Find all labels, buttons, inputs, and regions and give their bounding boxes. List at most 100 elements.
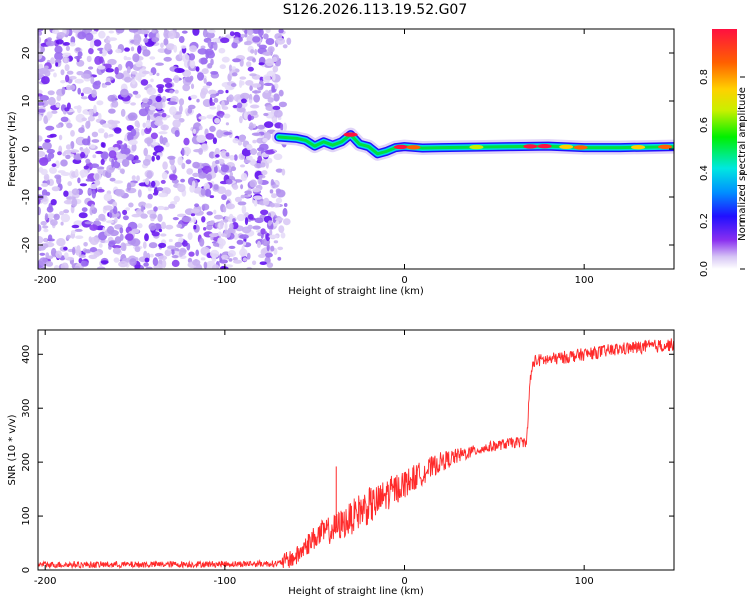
bottom-y-tick-label: 300 — [21, 399, 32, 418]
noise-blob — [111, 212, 120, 218]
noise-blob — [94, 179, 101, 186]
noise-blob — [58, 134, 63, 141]
noise-blob — [97, 188, 105, 193]
noise-blob — [41, 76, 50, 85]
noise-blob — [140, 103, 145, 108]
noise-blob — [55, 62, 59, 67]
noise-blob — [227, 250, 236, 257]
noise-blob — [163, 38, 169, 46]
noise-blob — [81, 207, 88, 213]
noise-blob — [135, 93, 141, 99]
noise-blob — [260, 228, 266, 235]
noise-blob — [175, 233, 184, 237]
noise-blob — [164, 82, 173, 88]
noise-blob — [56, 95, 62, 102]
noise-blob — [280, 123, 284, 132]
noise-blob — [131, 143, 137, 152]
noise-blob — [61, 86, 66, 95]
noise-blob — [174, 89, 179, 94]
noise-blob — [156, 155, 161, 161]
signal-peak — [573, 145, 588, 150]
noise-blob — [182, 53, 190, 63]
noise-blob — [123, 55, 128, 61]
noise-blob — [47, 152, 55, 159]
noise-blob — [70, 141, 75, 149]
noise-blob — [55, 160, 60, 169]
noise-blob — [142, 49, 151, 57]
noise-blob — [155, 116, 163, 125]
colorbar-tick-label: 0.8 — [699, 69, 710, 85]
noise-blob — [214, 117, 221, 124]
noise-blob — [198, 116, 207, 120]
noise-blob — [278, 29, 284, 34]
noise-blob — [74, 78, 84, 84]
noise-blob — [202, 165, 212, 175]
noise-blob — [275, 217, 284, 221]
noise-blob — [146, 170, 153, 179]
noise-blob — [132, 90, 139, 95]
noise-blob — [182, 83, 191, 92]
noise-blob — [225, 216, 230, 220]
noise-blob — [185, 159, 192, 165]
noise-blob — [176, 223, 183, 228]
noise-blob — [107, 94, 116, 102]
colorbar-tick-label: 0.6 — [699, 117, 710, 133]
noise-blob — [45, 40, 56, 47]
noise-blob — [240, 33, 245, 39]
noise-blob — [116, 140, 123, 145]
noise-blob — [213, 209, 217, 215]
noise-blob — [148, 242, 158, 249]
noise-blob — [117, 63, 123, 71]
noise-blob — [64, 252, 69, 259]
noise-blob — [218, 169, 222, 173]
colorbar — [712, 29, 737, 269]
noise-blob — [141, 99, 149, 103]
noise-blob — [57, 170, 66, 174]
signal-peak — [393, 144, 408, 150]
signal-peak — [537, 144, 552, 149]
noise-blob — [85, 178, 92, 182]
noise-blob — [192, 161, 201, 169]
noise-blob — [181, 216, 192, 223]
noise-blob — [121, 169, 125, 175]
signal-peak — [406, 145, 421, 150]
noise-blob — [195, 249, 199, 257]
noise-blob — [222, 206, 227, 213]
noise-blob — [104, 81, 112, 86]
noise-blob — [108, 150, 117, 159]
noise-blob — [249, 179, 257, 188]
signal-trace — [271, 127, 674, 161]
noise-blob — [93, 251, 101, 257]
noise-blob — [221, 154, 232, 159]
colorbar-tick-label: 0.4 — [699, 165, 710, 181]
noise-blob — [93, 104, 97, 114]
noise-blob — [77, 51, 83, 58]
noise-blob — [149, 72, 153, 76]
top-x-tick-label: -100 — [213, 275, 236, 286]
noise-region — [38, 29, 292, 269]
noise-blob — [179, 50, 183, 59]
noise-blob — [151, 37, 160, 43]
noise-blob — [38, 102, 45, 106]
noise-blob — [38, 135, 43, 142]
noise-blob — [196, 98, 200, 103]
noise-blob — [223, 131, 233, 136]
noise-blob — [73, 265, 81, 269]
noise-blob — [269, 228, 273, 237]
noise-blob — [93, 80, 101, 86]
noise-blob — [264, 89, 269, 94]
noise-blob — [67, 181, 72, 187]
noise-blob — [270, 224, 274, 230]
noise-blob — [275, 188, 282, 194]
noise-blob — [160, 179, 166, 184]
noise-blob — [38, 186, 42, 191]
noise-blob — [283, 218, 291, 226]
noise-blob — [56, 124, 62, 129]
bottom-x-tick-label: -200 — [34, 576, 57, 587]
noise-blob — [87, 188, 92, 194]
noise-blob — [111, 100, 119, 108]
bottom-x-tick-label: -100 — [213, 576, 236, 587]
noise-blob — [42, 225, 49, 229]
noise-blob — [115, 48, 122, 54]
noise-blob — [65, 154, 71, 160]
